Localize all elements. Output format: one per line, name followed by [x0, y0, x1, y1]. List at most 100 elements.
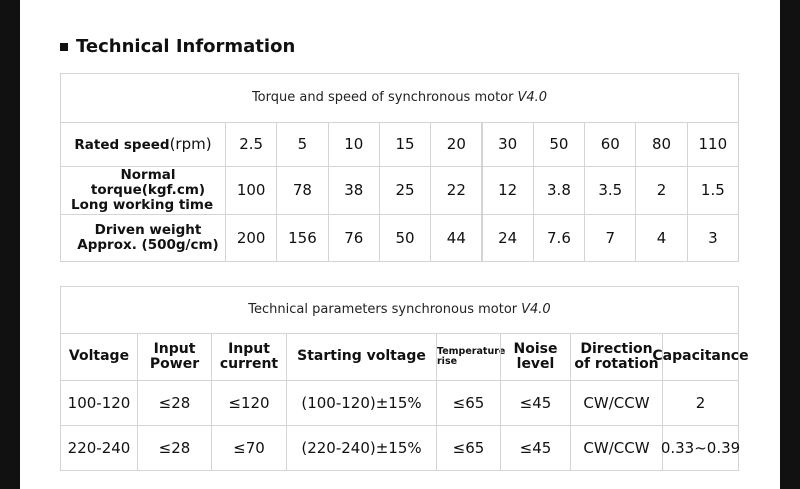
cell-text: 80	[651, 135, 672, 154]
data-cell: ≤65	[436, 425, 501, 471]
cell-text: 24	[498, 228, 518, 247]
cell-text: 12	[498, 181, 518, 200]
data-cell: 50	[378, 214, 432, 262]
heading: Technical Information	[60, 36, 295, 57]
left-edge	[0, 0, 20, 489]
cell-text: 50	[395, 228, 415, 247]
data-cell: ≤65	[436, 380, 501, 426]
cell-text: 30	[498, 135, 518, 154]
label-text: Rated speed	[74, 137, 170, 154]
header-text: Input	[228, 340, 270, 357]
cell-text: ≤65	[452, 393, 485, 412]
data-cell: 38	[327, 166, 380, 215]
data-cell: 80	[635, 122, 688, 167]
cell-text: CW/CCW	[583, 438, 650, 457]
header-text: Voltage	[68, 348, 130, 365]
data-cell: 15	[378, 122, 432, 167]
header-cell: Starting voltage	[286, 333, 437, 381]
data-cell: 110	[686, 122, 739, 167]
cell-text: 2	[695, 393, 706, 412]
title-line: Torque and speed of synchronous motor V4.…	[251, 89, 547, 105]
header-text: Temperature	[437, 345, 506, 357]
table-title: Torque and speed of synchronous motor V4.…	[60, 73, 739, 123]
title-line: Technical parameters synchronous motor V4…	[248, 301, 551, 317]
row-label: Normal torque(kgf.cm) Long working time	[60, 166, 226, 215]
header-cell: Capacitance	[652, 333, 749, 381]
data-cell: 12	[481, 166, 534, 215]
label-unit: (rpm)	[169, 135, 212, 154]
header-text: level	[516, 356, 555, 372]
cell-text: ≤28	[158, 438, 191, 457]
cell-text: ≤120	[228, 393, 270, 412]
cell-text: 200	[236, 228, 266, 247]
header-text: Input	[153, 340, 196, 357]
cell-text: 156	[288, 228, 317, 247]
label-text: Normal torque(kgf.cm)	[90, 167, 206, 199]
cell-text: 7.6	[547, 228, 571, 247]
cell-text: 100-120	[67, 393, 131, 412]
cell-text: 110	[698, 135, 728, 154]
cell-text: CW/CCW	[583, 393, 650, 412]
data-cell: ≤28	[137, 425, 212, 471]
right-edge	[780, 0, 800, 489]
data-cell: 25	[378, 166, 432, 215]
data-cell: 24	[481, 214, 534, 262]
data-cell: 5	[276, 122, 329, 167]
cell-text: 100	[236, 181, 266, 200]
data-cell: 4	[635, 214, 688, 262]
header-text: Power	[149, 356, 200, 372]
data-cell: 1.5	[686, 166, 739, 215]
cell-text: 3	[708, 228, 718, 247]
cell-text: 5	[297, 135, 308, 154]
data-cell: 7	[584, 214, 637, 262]
data-cell: 44	[430, 214, 483, 262]
data-cell: ≤120	[211, 380, 287, 426]
header-cell: Voltage	[60, 333, 138, 381]
label-line: Rated speed(rpm)	[74, 136, 211, 153]
title-text: Torque and speed of synchronous motor	[251, 89, 514, 105]
data-cell: 3.8	[532, 166, 586, 215]
data-cell: ≤45	[500, 425, 571, 471]
header-cell: Noise level	[500, 333, 571, 381]
cell-text: 78	[292, 181, 312, 200]
data-cell: 20	[430, 122, 483, 167]
cell-text: 22	[446, 181, 466, 200]
cell-text: ≤45	[519, 438, 552, 457]
cell-text: 2	[656, 181, 667, 200]
data-cell: 3.5	[584, 166, 637, 215]
label-text: Long working time	[71, 196, 214, 213]
data-cell: 50	[532, 122, 586, 167]
header-cell: Direction of rotation	[570, 333, 663, 381]
heading-text: Technical Information	[76, 36, 296, 57]
cell-text: 3.5	[598, 181, 623, 200]
cell-text: ≤45	[519, 393, 552, 412]
cell-text: 15	[395, 135, 415, 154]
cell-text: 220-240	[67, 438, 131, 457]
data-cell: 10	[327, 122, 380, 167]
data-cell: 78	[276, 166, 329, 215]
data-cell: (220-240)±15%	[286, 425, 437, 471]
cell-text: 25	[395, 181, 415, 200]
data-cell: 2	[662, 380, 739, 426]
cell-text: 1.5	[700, 181, 725, 200]
cell-text: ≤65	[452, 438, 485, 457]
cell-text: (100-120)±15%	[301, 393, 422, 412]
data-cell: CW/CCW	[570, 380, 663, 426]
header-text: Starting voltage	[297, 348, 426, 365]
header-cell: Temperature rise	[436, 333, 505, 381]
title-text: Technical parameters synchronous motor	[248, 301, 518, 317]
header-text: Noise	[513, 340, 558, 357]
data-cell: 0.33~0.39	[661, 425, 740, 471]
cell-text: ≤70	[233, 438, 265, 457]
data-cell: 22	[430, 166, 483, 215]
data-cell: 220-240	[60, 425, 138, 471]
version: V4.0	[521, 301, 551, 317]
data-cell: 100	[225, 166, 278, 215]
data-cell: ≤28	[137, 380, 212, 426]
cell-text: 60	[600, 135, 620, 154]
data-cell: (100-120)±15%	[286, 380, 437, 426]
data-cell: 30	[481, 122, 534, 167]
header-cell: Input Power	[137, 333, 212, 381]
cell-text: 2.5	[239, 135, 264, 154]
